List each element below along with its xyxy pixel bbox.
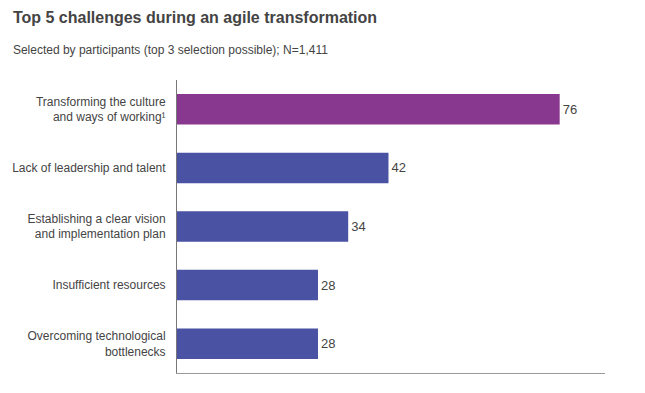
svg-text:Top 5 challenges during an agi: Top 5 challenges during an agile transfo…	[13, 9, 377, 26]
svg-text:34: 34	[351, 219, 365, 234]
svg-text:Transforming the cultureand wa: Transforming the cultureand ways of work…	[36, 95, 166, 125]
svg-text:42: 42	[391, 160, 405, 175]
svg-text:Insufficient resources: Insufficient resources	[52, 278, 165, 292]
svg-text:28: 28	[321, 278, 335, 293]
svg-text:28: 28	[321, 336, 335, 351]
svg-text:Establishing a clear visionand: Establishing a clear visionand implement…	[28, 212, 166, 242]
svg-text:Overcoming technologicalbottle: Overcoming technologicalbottlenecks	[28, 329, 166, 359]
svg-text:Lack of leadership and talent: Lack of leadership and talent	[12, 161, 166, 175]
svg-text:76: 76	[563, 102, 577, 117]
svg-text:Selected by participants (top: Selected by participants (top 3 selectio…	[13, 43, 328, 57]
